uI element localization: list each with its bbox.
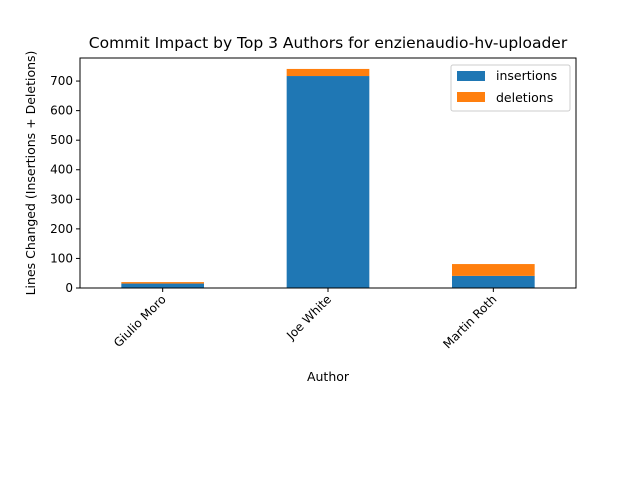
x-tick-label-joe-white: Joe White [283, 292, 334, 343]
y-tick-label: 100 [50, 251, 73, 265]
bar-insertions-giulio-moro [121, 283, 204, 288]
bars-group [121, 68, 535, 288]
chart-title: Commit Impact by Top 3 Authors for enzie… [89, 34, 568, 52]
y-tick-label: 0 [65, 281, 73, 295]
bar-deletions-giulio-moro [121, 282, 204, 284]
x-axis-label: Author [307, 369, 350, 384]
bar-deletions-martin-roth [452, 264, 535, 276]
x-axis: Giulio Moro Joe White Martin Roth [111, 288, 499, 351]
y-tick-label: 700 [50, 74, 73, 88]
y-axis: 0 100 200 300 400 500 600 700 [50, 74, 80, 295]
bar-insertions-martin-roth [452, 275, 535, 288]
x-tick-label-giulio-moro: Giulio Moro [111, 292, 169, 350]
y-tick-label: 500 [50, 133, 73, 147]
y-tick-label: 300 [50, 192, 73, 206]
legend-swatch-insertions [457, 71, 485, 81]
x-tick-label-martin-roth: Martin Roth [440, 292, 499, 351]
legend-label-insertions: insertions [496, 68, 557, 83]
legend-swatch-deletions [457, 92, 485, 102]
legend: insertions deletions [450, 64, 571, 112]
y-axis-label: Lines Changed (Insertions + Deletions) [23, 51, 38, 296]
bar-insertions-joe-white [286, 76, 370, 288]
y-tick-label: 400 [50, 163, 73, 177]
bar-deletions-joe-white [286, 68, 370, 77]
y-tick-label: 600 [50, 104, 73, 118]
y-tick-label: 200 [50, 222, 73, 236]
legend-label-deletions: deletions [496, 90, 553, 105]
